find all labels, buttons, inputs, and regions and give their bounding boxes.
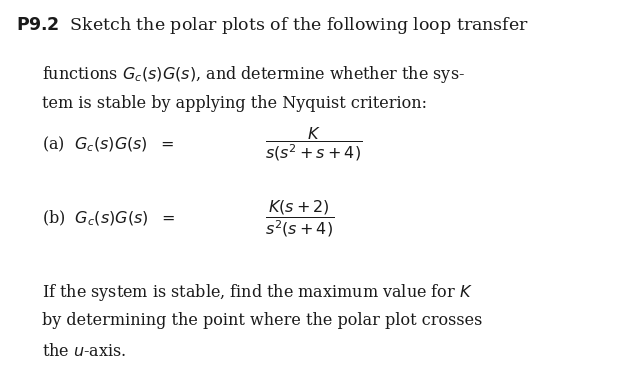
Text: $\mathbf{P9.2}$  Sketch the polar plots of the following loop transfer: $\mathbf{P9.2}$ Sketch the polar plots o… [16, 15, 529, 36]
Text: $\dfrac{K}{s(s^2 + s + 4)}$: $\dfrac{K}{s(s^2 + s + 4)}$ [265, 126, 363, 163]
Text: (a)  $G_c(s)G(s)$  $=$: (a) $G_c(s)G(s)$ $=$ [42, 135, 179, 154]
Text: tem is stable by applying the Nyquist criterion:: tem is stable by applying the Nyquist cr… [42, 95, 427, 112]
Text: (b)  $G_c(s)G(s)$  $=$: (b) $G_c(s)G(s)$ $=$ [42, 209, 180, 228]
Text: functions $G_c(s)G(s)$, and determine whether the sys-: functions $G_c(s)G(s)$, and determine wh… [42, 64, 465, 85]
Text: If the system is stable, find the maximum value for $K$: If the system is stable, find the maximu… [42, 281, 473, 303]
Text: the $u$-axis.: the $u$-axis. [42, 343, 126, 359]
Text: $\dfrac{K(s + 2)}{s^2(s + 4)}$: $\dfrac{K(s + 2)}{s^2(s + 4)}$ [265, 199, 334, 239]
Text: by determining the point where the polar plot crosses: by determining the point where the polar… [42, 312, 482, 329]
